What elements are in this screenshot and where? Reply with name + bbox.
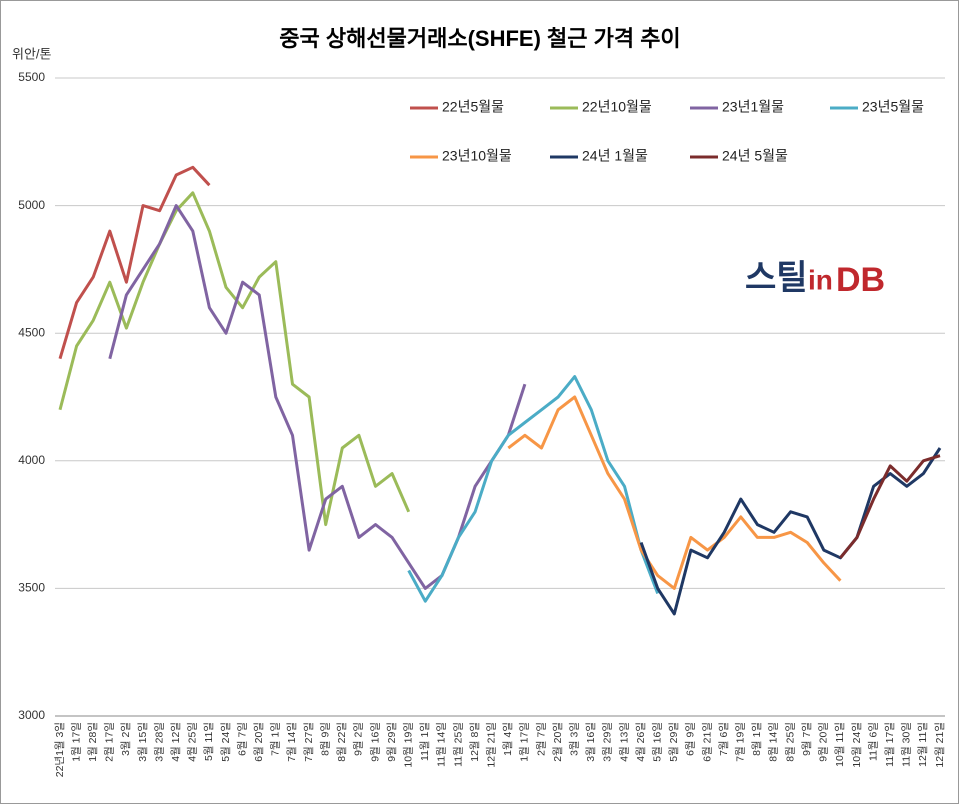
x-tick-label: 2월 7일	[534, 722, 547, 756]
x-tick-label: 11월 6일	[866, 722, 879, 761]
x-tick-label: 9월 29일	[385, 722, 398, 762]
x-tick-label: 8월 1일	[750, 722, 763, 756]
x-tick-label: 11월 25일	[451, 722, 464, 767]
x-tick-label: 6월 9일	[684, 722, 697, 756]
x-tick-label: 7월 27일	[302, 722, 315, 762]
legend-label: 23년10월물	[442, 148, 512, 164]
y-tick-label: 5000	[18, 198, 45, 212]
y-tick-label: 3000	[18, 708, 45, 722]
x-tick-label: 5월 16일	[651, 722, 664, 762]
x-tick-label: 9월 7일	[800, 722, 813, 756]
logo-text: 스틸	[745, 259, 808, 297]
x-tick-label: 8월 14일	[767, 722, 780, 762]
series-line	[58, 191, 411, 527]
x-tick-label: 7월 14일	[285, 722, 298, 762]
x-tick-label: 11월 30일	[900, 722, 913, 767]
x-tick-label: 10월 24일	[850, 722, 863, 768]
x-tick-label: 3월 2일	[119, 722, 132, 756]
x-tick-label: 3월 3일	[567, 722, 580, 756]
y-tick-label: 4500	[18, 325, 45, 339]
x-tick-label: 6월 20일	[252, 722, 265, 762]
x-tick-label: 4월 13일	[617, 722, 630, 762]
x-tick-label: 6월 21일	[700, 722, 713, 762]
y-axis-label: 위안/톤	[12, 46, 52, 61]
legend-label: 24년 5월물	[722, 148, 788, 164]
legend-label: 24년 1월물	[582, 148, 648, 164]
x-tick-label: 3월 15일	[136, 722, 149, 762]
x-tick-label: 1월 28일	[86, 722, 99, 762]
series-line	[839, 454, 941, 559]
series-line	[507, 395, 842, 590]
x-tick-label: 8월 22일	[335, 722, 348, 762]
x-tick-label: 5월 29일	[667, 722, 680, 762]
x-tick-label: 22년1월 3일	[53, 722, 66, 777]
x-tick-label: 10월 11일	[833, 722, 846, 767]
x-tick-label: 4월 26일	[634, 722, 647, 762]
logo-text: DB	[836, 261, 885, 299]
x-tick-label: 12월 8일	[468, 722, 481, 762]
x-tick-label: 6월 7일	[235, 722, 248, 756]
x-tick-label: 4월 12일	[169, 722, 182, 762]
chart-title: 중국 상해선물거래소(SHFE) 철근 가격 추이	[279, 26, 680, 51]
logo: 스틸 in DB	[745, 259, 885, 299]
x-tick-label: 12월 11일	[916, 722, 929, 767]
x-tick-label: 11월 1일	[418, 722, 431, 761]
x-tick-label: 7월 19일	[734, 722, 747, 762]
legend-label: 23년1월물	[722, 99, 784, 115]
x-tick-label: 2월 20일	[551, 722, 564, 762]
x-tick-label: 11월 14일	[435, 722, 448, 767]
legend-label: 22년5월물	[442, 99, 504, 115]
x-tick-label: 8월 25일	[783, 722, 796, 762]
y-tick-label: 5500	[18, 70, 45, 84]
x-tick-label: 2월 17일	[103, 722, 116, 762]
x-tick-label: 5월 11일	[202, 722, 215, 761]
y-tick-label: 3500	[18, 581, 45, 595]
x-tick-label: 1월 17일	[518, 722, 531, 762]
x-tick-label: 12월 21일	[484, 722, 497, 768]
legend-label: 22년10월물	[582, 99, 652, 115]
x-tick-label: 1월 4일	[501, 722, 514, 756]
legend-label: 23년5월물	[862, 99, 924, 115]
x-tick-label: 3월 29일	[601, 722, 614, 762]
x-tick-label: 4월 25일	[186, 722, 199, 762]
x-tick-label: 7월 1일	[269, 722, 282, 756]
x-tick-label: 9월 2일	[352, 722, 365, 756]
y-tick-label: 4000	[18, 453, 45, 467]
logo-text: in	[808, 264, 833, 295]
x-tick-label: 9월 20일	[817, 722, 830, 762]
x-tick-label: 3월 28일	[152, 722, 165, 762]
x-tick-label: 12월 21일	[933, 722, 946, 768]
x-tick-label: 5월 24일	[219, 722, 232, 762]
series-line	[58, 165, 211, 360]
x-tick-label: 8월 9일	[318, 722, 331, 756]
x-tick-label: 3월 16일	[584, 722, 597, 762]
series-line	[639, 447, 942, 616]
x-tick-label: 1월 17일	[69, 722, 82, 762]
x-tick-label: 11월 17일	[883, 722, 896, 767]
series-line	[407, 375, 660, 603]
x-tick-label: 7월 6일	[717, 722, 730, 756]
x-tick-label: 10월 19일	[401, 722, 414, 768]
x-tick-label: 9월 16일	[368, 722, 381, 762]
